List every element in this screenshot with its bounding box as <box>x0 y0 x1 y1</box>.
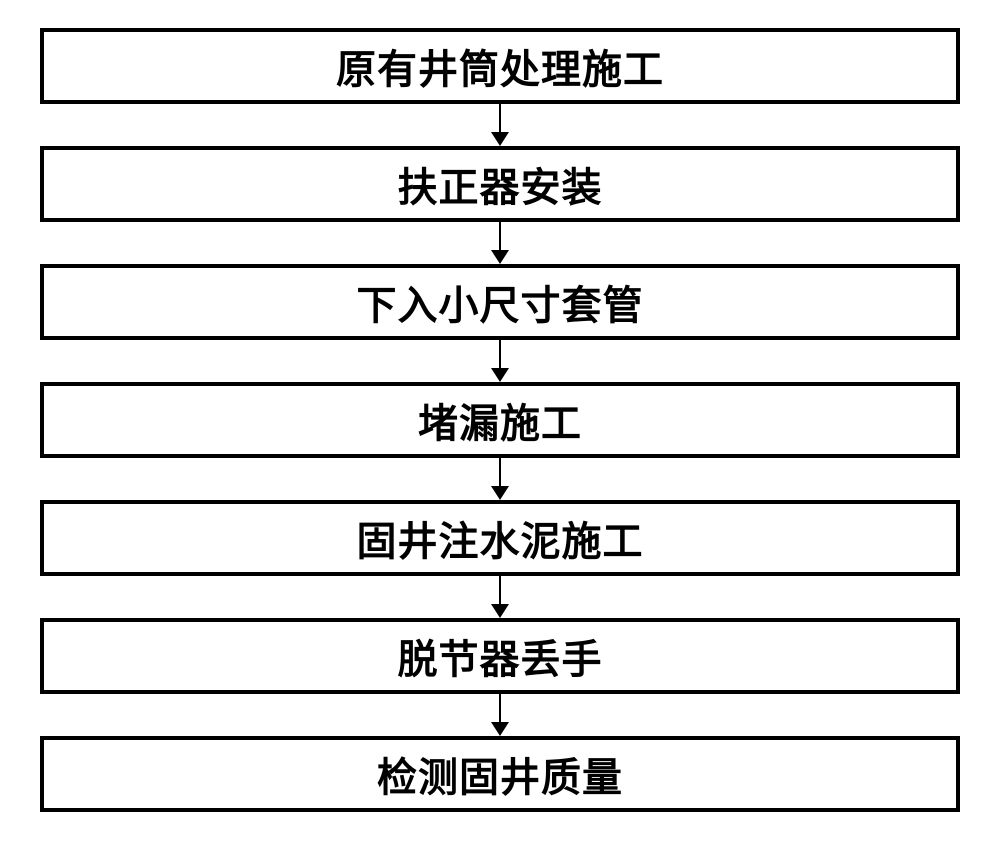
arrow-down-icon <box>499 340 501 382</box>
flowchart-step-2: 扶正器安装 <box>40 146 960 222</box>
arrow-down-icon <box>499 104 501 146</box>
flowchart-step-4: 堵漏施工 <box>40 382 960 458</box>
flowchart-step-6: 脱节器丢手 <box>40 618 960 694</box>
step-label: 扶正器安装 <box>398 155 603 213</box>
step-label: 固井注水泥施工 <box>357 509 644 567</box>
step-label: 原有井筒处理施工 <box>336 37 664 95</box>
arrow-down-icon <box>499 694 501 736</box>
flowchart-step-5: 固井注水泥施工 <box>40 500 960 576</box>
arrow-down-icon <box>499 576 501 618</box>
arrow-down-icon <box>499 222 501 264</box>
flowchart-step-7: 检测固井质量 <box>40 736 960 812</box>
step-label: 堵漏施工 <box>418 391 582 449</box>
step-label: 脱节器丢手 <box>398 627 603 685</box>
flowchart-step-1: 原有井筒处理施工 <box>40 28 960 104</box>
arrow-down-icon <box>499 458 501 500</box>
step-label: 检测固井质量 <box>377 745 623 803</box>
step-label: 下入小尺寸套管 <box>357 273 644 331</box>
flowchart-step-3: 下入小尺寸套管 <box>40 264 960 340</box>
